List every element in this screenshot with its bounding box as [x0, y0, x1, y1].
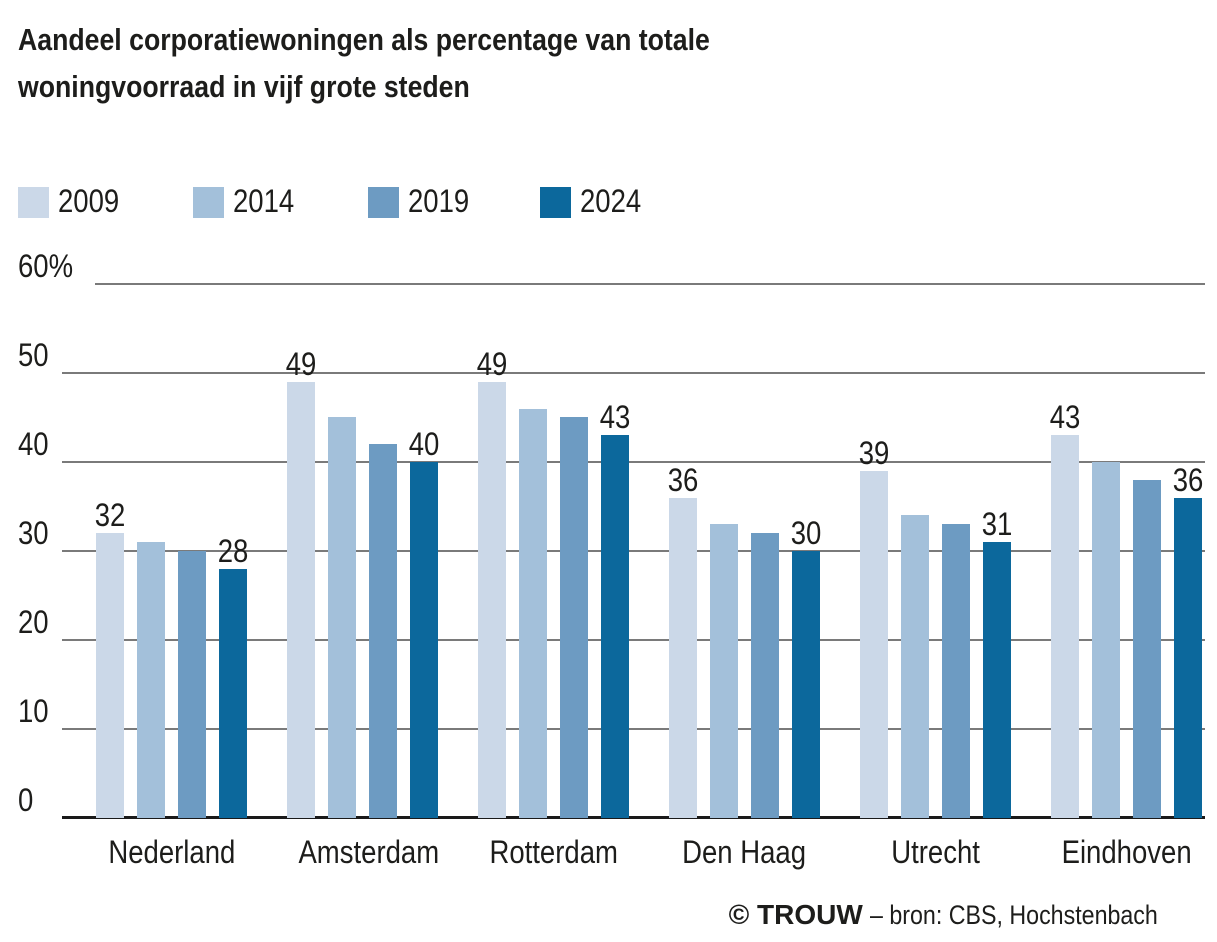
value-label-nederland-2024: 28 — [217, 533, 249, 569]
value-label-nederland-2009: 32 — [94, 497, 126, 533]
bar-utrecht-2024 — [983, 542, 1011, 818]
bar-eindhoven-2019 — [1133, 480, 1161, 818]
x-axis-line — [62, 816, 1205, 819]
bar-utrecht-2014 — [901, 515, 929, 818]
bar-den-haag-2024 — [792, 551, 820, 818]
legend-label: 2019 — [408, 183, 470, 219]
y-tick-label-40: 40 — [18, 426, 49, 462]
legend-label: 2009 — [58, 183, 120, 219]
legend-swatch-2009 — [18, 187, 49, 218]
source-text: – bron: CBS, Hochstenbach — [870, 900, 1159, 930]
gridline-30 — [62, 550, 1205, 552]
legend-swatch-2014 — [193, 187, 224, 218]
y-tick-label-60: 60% — [18, 248, 74, 284]
bar-nederland-2019 — [178, 551, 206, 818]
bar-utrecht-2009 — [860, 471, 888, 818]
bar-eindhoven-2009 — [1051, 435, 1079, 818]
legend-swatch-2019 — [368, 187, 399, 218]
bar-den-haag-2014 — [710, 524, 738, 818]
bar-den-haag-2009 — [669, 498, 697, 818]
gridline-50 — [62, 372, 1205, 374]
x-category-label-den-haag: Den Haag — [682, 834, 807, 870]
x-category-label-utrecht: Utrecht — [891, 834, 980, 870]
bar-eindhoven-2014 — [1092, 462, 1120, 818]
x-category-label-amsterdam: Amsterdam — [298, 834, 440, 870]
y-tick-label-10: 10 — [18, 693, 49, 729]
bar-amsterdam-2014 — [328, 417, 356, 818]
bar-amsterdam-2019 — [369, 444, 397, 818]
x-category-label-eindhoven: Eindhoven — [1061, 834, 1192, 870]
value-label-rotterdam-2024: 43 — [599, 399, 631, 435]
x-category-label-rotterdam: Rotterdam — [489, 834, 618, 870]
value-label-eindhoven-2009: 43 — [1049, 399, 1081, 435]
bar-rotterdam-2009 — [478, 382, 506, 818]
legend: 2009 2014 2019 2024 — [0, 183, 1217, 219]
y-tick-label-0: 0 — [18, 782, 34, 818]
bar-utrecht-2019 — [942, 524, 970, 818]
y-tick-label-20: 20 — [18, 604, 49, 640]
gridline-10 — [62, 728, 1205, 730]
bar-amsterdam-2024 — [410, 462, 438, 818]
source-credit: © TROUW – bron: CBS, Hochstenbach — [729, 898, 1205, 932]
value-label-utrecht-2024: 31 — [981, 506, 1013, 542]
y-tick-label-30: 30 — [18, 515, 49, 551]
legend-swatch-2024 — [540, 187, 571, 218]
legend-label: 2014 — [233, 183, 295, 219]
value-label-amsterdam-2009: 49 — [285, 346, 317, 382]
gridline-60 — [95, 283, 1205, 285]
bar-den-haag-2019 — [751, 533, 779, 818]
bar-eindhoven-2024 — [1174, 498, 1202, 818]
bar-nederland-2014 — [137, 542, 165, 818]
y-tick-label-50: 50 — [18, 337, 49, 373]
bar-nederland-2009 — [96, 533, 124, 818]
bar-rotterdam-2019 — [560, 417, 588, 818]
value-label-den-haag-2009: 36 — [667, 462, 699, 498]
gridline-20 — [62, 639, 1205, 641]
trouw-logo: © TROUW — [728, 899, 863, 930]
value-label-rotterdam-2009: 49 — [476, 346, 508, 382]
value-label-amsterdam-2024: 40 — [408, 426, 440, 462]
chart-title: Aandeel corporatiewoningen als percentag… — [18, 16, 823, 110]
bar-amsterdam-2009 — [287, 382, 315, 818]
bar-nederland-2024 — [219, 569, 247, 818]
chart-title-line-1: Aandeel corporatiewoningen als percentag… — [18, 22, 710, 57]
bar-rotterdam-2024 — [601, 435, 629, 818]
value-label-den-haag-2024: 30 — [790, 515, 822, 551]
bar-rotterdam-2014 — [519, 409, 547, 818]
value-label-eindhoven-2024: 36 — [1172, 462, 1204, 498]
x-category-label-nederland: Nederland — [108, 834, 235, 870]
chart-title-line-2: woningvoorraad in vijf grote steden — [18, 69, 470, 104]
legend-label: 2024 — [580, 183, 642, 219]
value-label-utrecht-2009: 39 — [858, 435, 890, 471]
gridline-40 — [62, 461, 1205, 463]
